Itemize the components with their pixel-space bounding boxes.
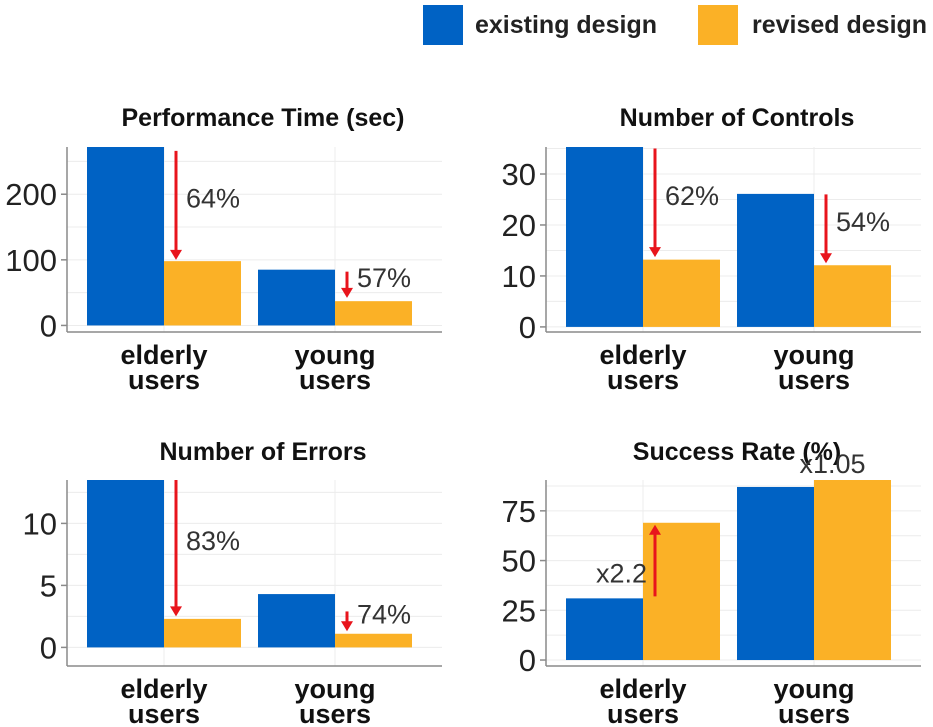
chart-title: Performance Time (sec) xyxy=(122,104,405,132)
y-tick-label: 25 xyxy=(502,593,536,628)
arrow-head xyxy=(170,249,182,260)
arrow-head xyxy=(649,247,661,258)
arrow-head xyxy=(341,287,353,298)
x-tick-label: young users xyxy=(295,340,376,395)
bar-existing-design-young-users xyxy=(737,486,814,661)
x-tick-label: young users xyxy=(774,340,855,395)
change-label: 54% xyxy=(836,207,890,237)
y-tick-label: 100 xyxy=(5,243,57,278)
x-tick-label: elderly users xyxy=(599,674,686,727)
bar-revised-design-young-users xyxy=(814,480,891,661)
x-tick-label: young users xyxy=(774,674,855,727)
change-label: 74% xyxy=(357,599,411,629)
y-tick-label: 10 xyxy=(502,259,536,294)
bar-existing-design-young-users xyxy=(258,269,335,326)
chart-success-rate: 0 25 50 75 Success Rate (%) elderly users young… xyxy=(502,438,921,727)
y-tick-label: 0 xyxy=(40,308,57,343)
x-tick-label: elderly users xyxy=(120,340,207,395)
bar-revised-design-young-users xyxy=(814,265,891,327)
bar-revised-design-elderly-users xyxy=(164,261,241,326)
y-tick-label: 200 xyxy=(5,177,57,212)
change-label: 64% xyxy=(186,183,240,213)
bar-revised-design-young-users xyxy=(335,301,412,326)
y-tick-label: 75 xyxy=(502,494,536,529)
bar-revised-design-elderly-users xyxy=(643,259,720,327)
chart-title: Number of Errors xyxy=(160,438,367,466)
legend: existing design revised design xyxy=(423,5,927,45)
y-tick-label: 5 xyxy=(40,568,57,603)
bar-revised-design-young-users xyxy=(335,633,412,648)
change-label: 83% xyxy=(186,526,240,556)
x-tick-label: elderly users xyxy=(599,340,686,395)
bar-existing-design-elderly-users xyxy=(87,480,164,648)
chart-number-of-controls: 0 10 20 30 Number of Controls elderly users you… xyxy=(502,104,921,395)
legend-label-revised: revised design xyxy=(752,11,927,39)
legend-swatch-revised xyxy=(698,5,738,45)
arrow-head xyxy=(649,524,661,535)
arrow-head xyxy=(170,606,182,617)
x-tick-label: young users xyxy=(295,674,376,727)
arrow-head xyxy=(341,621,353,632)
y-tick-label: 20 xyxy=(502,208,536,243)
chart-title: Success Rate (%) xyxy=(633,438,841,466)
change-label: x1.05 xyxy=(799,449,865,479)
bar-existing-design-elderly-users xyxy=(566,147,643,327)
change-label: x2.2 xyxy=(596,559,647,589)
chart-performance-time-sec: 0 100 200 Performance Time (sec) elderly user… xyxy=(5,104,442,395)
bar-existing-design-young-users xyxy=(737,193,814,327)
change-label: 57% xyxy=(357,263,411,293)
y-tick-label: 0 xyxy=(40,630,57,665)
arrow-head xyxy=(820,253,832,264)
x-tick-label: elderly users xyxy=(120,674,207,727)
y-tick-label: 0 xyxy=(519,643,536,678)
y-tick-label: 50 xyxy=(502,544,536,579)
y-tick-label: 10 xyxy=(23,506,57,541)
legend-label-existing: existing design xyxy=(475,11,657,39)
legend-swatch-existing xyxy=(423,5,463,45)
y-tick-label: 30 xyxy=(502,157,536,192)
change-label: 62% xyxy=(665,181,719,211)
bar-revised-design-elderly-users xyxy=(164,618,241,648)
bar-existing-design-elderly-users xyxy=(566,598,643,661)
bar-existing-design-elderly-users xyxy=(87,147,164,326)
chart-title: Number of Controls xyxy=(620,104,855,132)
chart-number-of-errors: 0 5 10 Number of Errors elderly users young use… xyxy=(23,438,442,727)
bar-existing-design-young-users xyxy=(258,594,335,648)
y-tick-label: 0 xyxy=(519,310,536,345)
